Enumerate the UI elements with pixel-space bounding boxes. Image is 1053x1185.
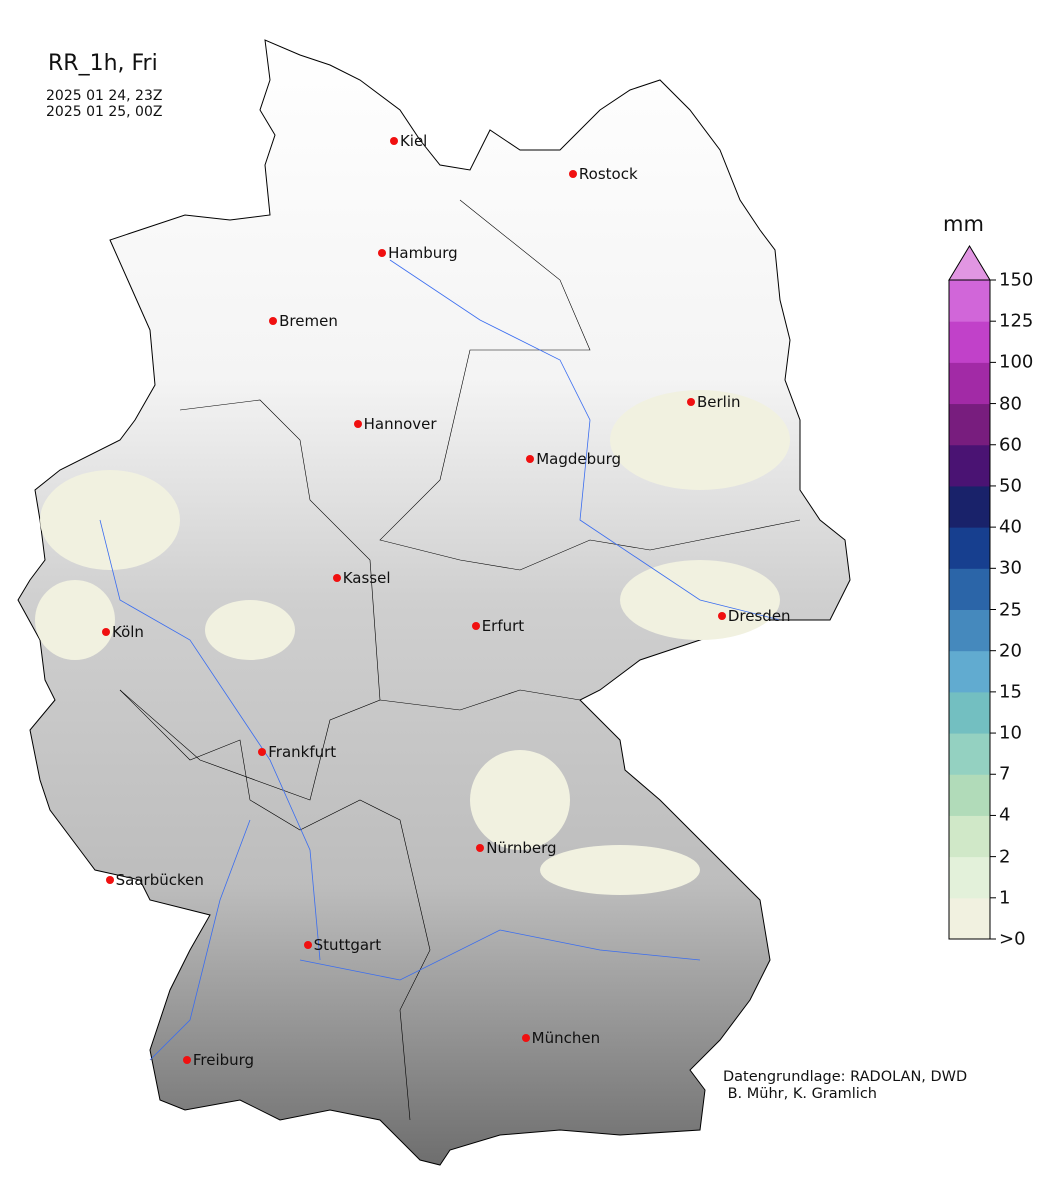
colorbar-bin <box>949 280 990 322</box>
colorbar-bin <box>949 568 990 610</box>
colorbar-tick-label: 80 <box>999 393 1022 415</box>
colorbar <box>948 245 996 940</box>
city-marker <box>105 875 114 884</box>
colorbar-tick-label: 40 <box>999 516 1022 538</box>
city-label: München <box>531 1029 601 1047</box>
colorbar-bin <box>949 527 990 569</box>
city-label: Kassel <box>342 568 391 587</box>
colorbar-bin <box>949 485 990 528</box>
city-label: Saarbücken <box>115 870 204 889</box>
time-range: 2025 01 24, 23Z 2025 01 25, 00Z <box>46 88 162 120</box>
time-start: 2025 01 24, 23Z <box>46 88 163 104</box>
colorbar-bin <box>949 774 990 816</box>
colorbar-bin <box>949 362 990 405</box>
city-label: Stuttgart <box>313 936 382 955</box>
colorbar-tick-label: 1 <box>999 887 1011 909</box>
city-label: Hamburg <box>388 243 458 262</box>
colorbar-bin <box>949 856 990 899</box>
city-marker <box>353 420 362 429</box>
time-end: 2025 01 25, 00Z <box>46 104 163 120</box>
colorbar-tick-label: 150 <box>999 269 1034 291</box>
colorbar-tick-label: 60 <box>999 434 1022 456</box>
city-label: Bremen <box>279 311 338 330</box>
city-marker <box>269 316 278 325</box>
colorbar-tick-label: 7 <box>999 763 1011 785</box>
city-label: Rostock <box>578 165 638 184</box>
city-label: Dresden <box>727 606 791 625</box>
colorbar-bin <box>949 403 990 446</box>
city-label: Magdeburg <box>536 449 622 468</box>
city-marker <box>526 454 535 463</box>
colorbar-bin <box>949 650 990 693</box>
colorbar-tick-label: 100 <box>999 351 1034 373</box>
colorbar-tick-label: 50 <box>999 475 1022 497</box>
chart-title: RR_1h, Fri <box>48 51 158 76</box>
city-marker <box>471 621 480 630</box>
rivers <box>99 259 781 1061</box>
city-marker <box>389 137 398 145</box>
city-marker <box>476 843 485 852</box>
city-marker <box>378 248 387 257</box>
city-marker <box>332 573 341 582</box>
colorbar-tick-label: >0 <box>999 928 1026 950</box>
city-label: Kiel <box>399 132 428 150</box>
colorbar-bin <box>949 444 990 487</box>
colorbar-tick-label: 30 <box>999 557 1022 579</box>
city-label: Erfurt <box>481 616 525 635</box>
city-marker <box>303 941 312 950</box>
city-marker <box>568 170 577 179</box>
colorbar-tick-label: 25 <box>999 599 1022 620</box>
city-marker <box>521 1034 530 1042</box>
colorbar-tick-label: 15 <box>999 681 1022 703</box>
city-marker <box>687 398 695 407</box>
colorbar-bin <box>949 897 990 940</box>
state-borders <box>119 199 801 1121</box>
city-marker <box>258 748 267 757</box>
colorbar-extend-arrow <box>948 245 991 281</box>
colorbar-tick-label: 20 <box>999 640 1022 662</box>
colorbar-tick-label: 125 <box>999 310 1034 332</box>
city-label: Köln <box>112 622 144 641</box>
city-marker <box>102 627 110 636</box>
colorbar-bin <box>949 609 990 652</box>
colorbar-bin <box>949 733 990 775</box>
colorbar-tick-label: 2 <box>999 846 1011 868</box>
colorbar-bin <box>949 691 990 734</box>
precip-patches <box>35 390 790 895</box>
data-credit: Datengrundlage: RADOLAN, DWD B. Mühr, K.… <box>723 1069 968 1102</box>
colorbar-tick-label: 4 <box>999 804 1011 826</box>
city-label: Hannover <box>363 415 437 434</box>
city-label: Frankfurt <box>268 743 337 762</box>
colorbar-tick-label: 10 <box>999 722 1022 744</box>
colorbar-unit: mm <box>943 212 984 236</box>
city-label: Nürnberg <box>486 838 557 857</box>
city-label: Freiburg <box>192 1050 255 1069</box>
city-marker <box>717 611 726 620</box>
city-label: Berlin <box>697 393 741 412</box>
city-marker <box>182 1055 191 1064</box>
colorbar-bin <box>949 321 990 363</box>
colorbar-bin <box>949 815 990 858</box>
